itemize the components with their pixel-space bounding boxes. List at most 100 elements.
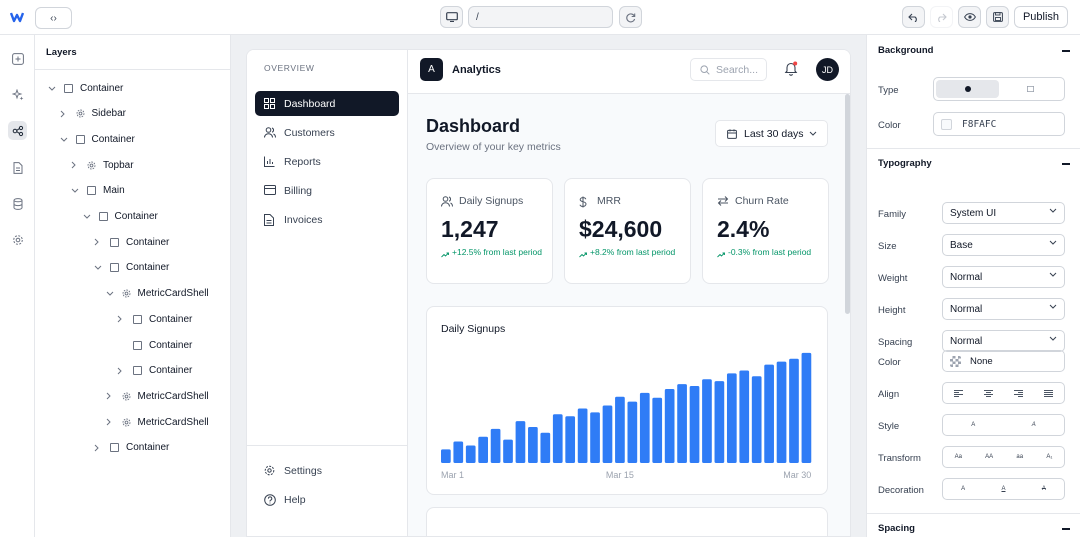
redo-button[interactable] bbox=[930, 6, 953, 28]
spacing-section-header[interactable]: Spacing bbox=[867, 523, 1080, 534]
chevron-down-icon[interactable] bbox=[71, 188, 81, 194]
publish-button[interactable]: Publish bbox=[1014, 6, 1068, 28]
layer-row[interactable]: Container bbox=[94, 439, 169, 457]
nav-item-billing[interactable]: Billing bbox=[255, 178, 399, 203]
chevron-down-icon bbox=[1049, 240, 1057, 245]
container-icon bbox=[64, 83, 73, 93]
main-scrollbar[interactable] bbox=[845, 94, 850, 314]
avatar[interactable]: JD bbox=[816, 58, 839, 81]
undo-button[interactable] bbox=[902, 6, 925, 28]
typo-size-label: Size bbox=[878, 241, 897, 252]
chevron-right-icon[interactable] bbox=[106, 392, 116, 400]
typo-weight-select[interactable]: Normal bbox=[942, 266, 1065, 288]
desktop-view-button[interactable] bbox=[440, 6, 463, 28]
save-button[interactable] bbox=[986, 6, 1009, 28]
align-right-icon[interactable] bbox=[1014, 389, 1024, 397]
chevron-down-icon[interactable] bbox=[60, 137, 70, 142]
chevron-right-icon[interactable] bbox=[60, 110, 70, 118]
layer-row[interactable]: Container bbox=[94, 233, 169, 251]
nav-item-help[interactable]: Help bbox=[255, 487, 399, 512]
date-range-select[interactable]: Last 30 days bbox=[715, 120, 828, 147]
transform-lowercase[interactable]: aa bbox=[1016, 454, 1024, 460]
transform-capitalize[interactable]: Aa bbox=[954, 454, 962, 460]
chevron-right-icon[interactable] bbox=[71, 161, 81, 169]
url-field[interactable]: / bbox=[468, 6, 613, 28]
solid-fill-icon bbox=[964, 86, 971, 92]
layer-row[interactable]: Container bbox=[117, 310, 192, 328]
bar-mar-30 bbox=[801, 352, 812, 463]
chevron-right-icon[interactable] bbox=[94, 238, 104, 246]
transform-uppercase[interactable]: AA bbox=[985, 454, 994, 460]
align-toggle[interactable] bbox=[942, 382, 1065, 404]
bg-type-solid[interactable] bbox=[936, 80, 999, 98]
chevron-right-icon[interactable] bbox=[94, 444, 104, 452]
align-justify-icon[interactable] bbox=[1044, 389, 1054, 397]
layer-row[interactable]: Topbar bbox=[71, 156, 134, 174]
sidebar-bottom-divider bbox=[247, 445, 408, 446]
layer-label: Container bbox=[114, 211, 158, 222]
collapse-icon bbox=[1062, 163, 1070, 165]
bar-mar-18 bbox=[652, 397, 663, 463]
nav-item-settings[interactable]: Settings bbox=[255, 458, 399, 483]
ai-button[interactable] bbox=[8, 85, 27, 104]
metric-value: 2.4% bbox=[717, 216, 770, 242]
nav-item-customers[interactable]: Customers bbox=[255, 120, 399, 145]
bg-color-input[interactable]: F8FAFC bbox=[933, 112, 1065, 136]
layer-row[interactable]: Main bbox=[71, 182, 125, 200]
chevron-down-icon[interactable] bbox=[83, 214, 93, 219]
chevron-down-icon[interactable] bbox=[94, 265, 104, 271]
chevron-down-icon[interactable] bbox=[48, 86, 58, 91]
chevron-down-icon[interactable] bbox=[106, 291, 116, 296]
layer-row[interactable]: MetricCardShell bbox=[106, 413, 209, 431]
transform-none[interactable]: A₁ bbox=[1046, 454, 1053, 460]
layer-row[interactable]: Container bbox=[117, 362, 192, 380]
layer-row[interactable]: Container bbox=[94, 259, 169, 277]
chevron-right-icon[interactable] bbox=[117, 367, 127, 375]
trend-up-icon bbox=[579, 252, 587, 258]
code-toggle-button[interactable]: ‹› bbox=[35, 7, 72, 29]
refresh-button[interactable] bbox=[619, 6, 642, 28]
decoration-none[interactable]: A bbox=[961, 486, 966, 492]
layer-row[interactable]: Sidebar bbox=[60, 105, 126, 123]
decoration-toggle[interactable]: A A A bbox=[942, 478, 1065, 500]
decoration-strikethrough[interactable]: A bbox=[1041, 486, 1046, 492]
chevron-right-icon[interactable] bbox=[106, 418, 116, 426]
typography-section-header[interactable]: Typography bbox=[867, 158, 1080, 169]
bg-type-toggle[interactable] bbox=[933, 77, 1065, 101]
nav-item-invoices[interactable]: Invoices bbox=[255, 207, 399, 232]
align-center-icon[interactable] bbox=[983, 389, 993, 397]
settings-button[interactable] bbox=[8, 230, 27, 249]
layer-label: MetricCardShell bbox=[137, 416, 209, 428]
style-toggle[interactable]: A A bbox=[942, 414, 1065, 436]
transform-toggle[interactable]: Aa AA aa A₁ bbox=[942, 446, 1065, 468]
background-section-header[interactable]: Background bbox=[867, 45, 1080, 56]
bg-type-image[interactable] bbox=[999, 80, 1062, 98]
text-color-input[interactable]: None bbox=[942, 350, 1065, 372]
layer-row[interactable]: Container bbox=[48, 79, 123, 97]
typo-height-select[interactable]: Normal bbox=[942, 298, 1065, 320]
layer-row[interactable]: MetricCardShell bbox=[106, 387, 209, 405]
layer-row[interactable]: MetricCardShell bbox=[106, 285, 209, 303]
align-left-icon[interactable] bbox=[953, 389, 963, 397]
logo-icon[interactable] bbox=[10, 10, 24, 24]
chevron-right-icon[interactable] bbox=[117, 315, 127, 323]
layer-row[interactable]: Container bbox=[60, 130, 135, 148]
layers-button[interactable] bbox=[8, 121, 27, 140]
layer-row[interactable]: Container bbox=[117, 336, 192, 354]
preview-button[interactable] bbox=[958, 6, 981, 28]
search-input[interactable]: Search... bbox=[690, 58, 767, 81]
nav-item-reports[interactable]: Reports bbox=[255, 149, 399, 174]
typo-size-select[interactable]: Base bbox=[942, 234, 1065, 256]
data-button[interactable] bbox=[8, 194, 27, 213]
pages-button[interactable] bbox=[8, 158, 27, 177]
style-italic[interactable]: A bbox=[1031, 422, 1036, 428]
notifications-button[interactable] bbox=[784, 61, 800, 77]
style-normal[interactable]: A bbox=[971, 422, 976, 428]
layer-label: Container bbox=[126, 236, 170, 248]
nav-item-dashboard[interactable]: Dashboard bbox=[255, 91, 399, 116]
typo-spacing-select[interactable]: Normal bbox=[942, 330, 1065, 352]
decoration-underline[interactable]: A bbox=[1001, 486, 1006, 492]
typo-family-select[interactable]: System UI bbox=[942, 202, 1065, 224]
layer-row[interactable]: Container bbox=[83, 208, 158, 226]
add-element-button[interactable] bbox=[8, 49, 27, 68]
